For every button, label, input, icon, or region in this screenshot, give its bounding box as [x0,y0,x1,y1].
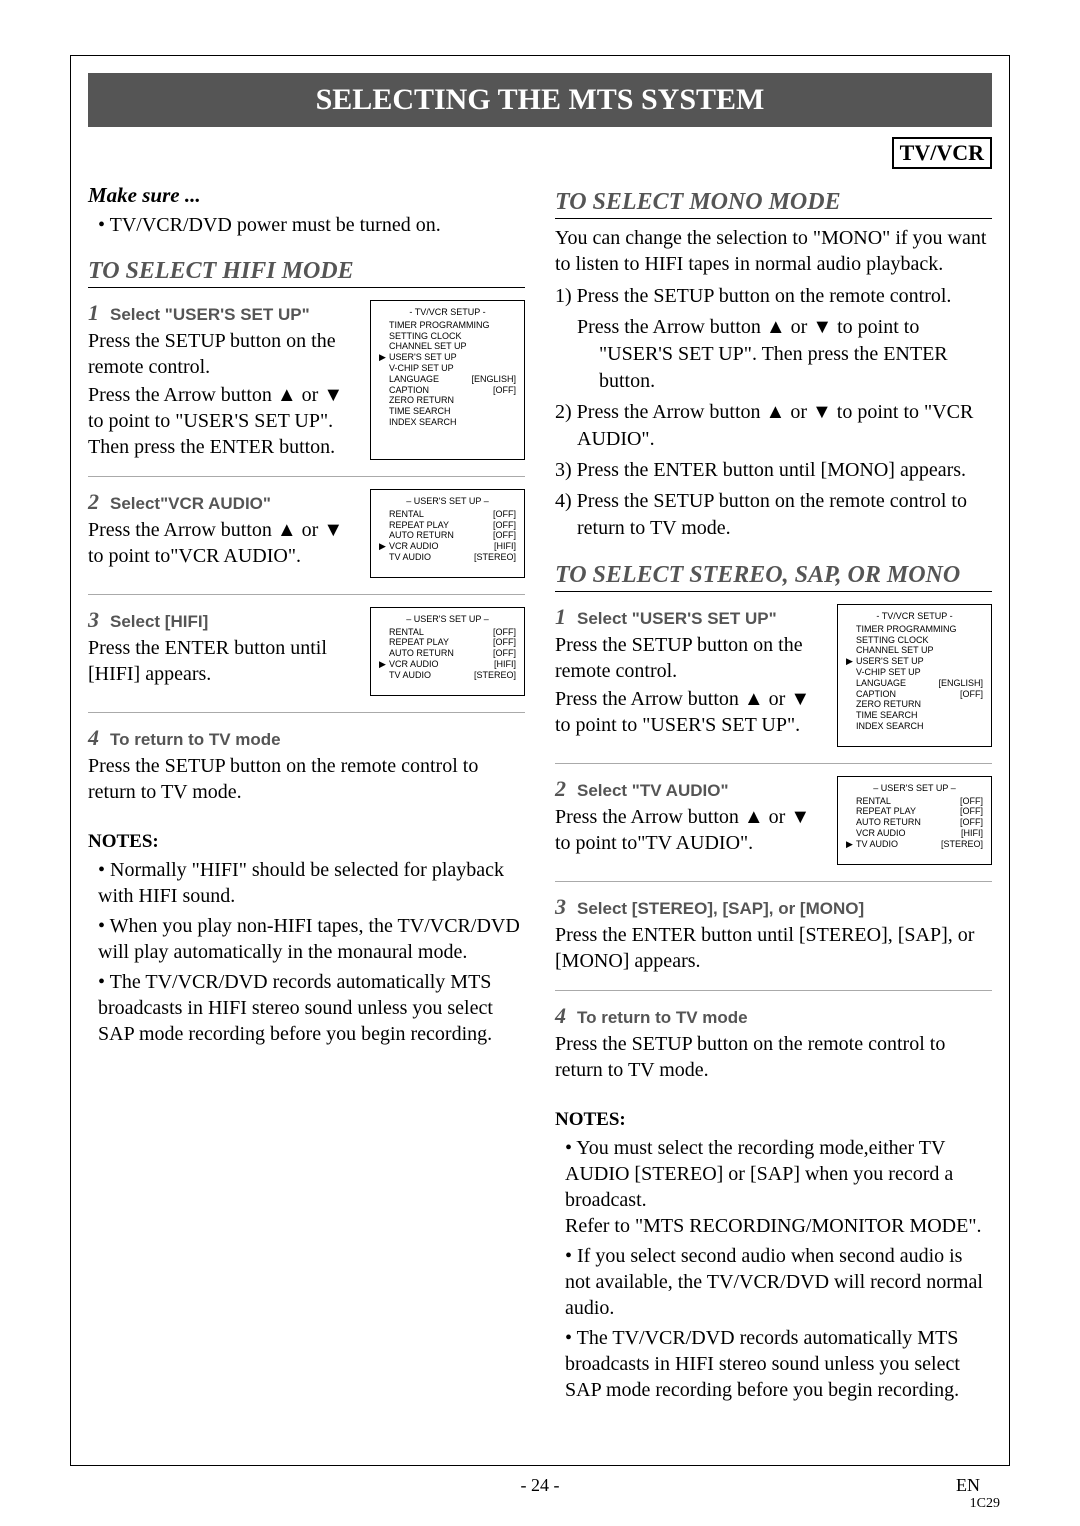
stereo-notes: You must select the recording mode,eithe… [565,1135,992,1403]
list-item: You must select the recording mode,eithe… [565,1135,992,1239]
osd-users-setup: – USER'S SET UP –RENTAL[OFF]REPEAT PLAY[… [837,776,992,865]
notes-heading: NOTES: [555,1109,992,1131]
step-number: 1 [88,300,106,326]
list-item: 3) Press the ENTER button until [MONO] a… [555,457,992,484]
step-number: 2 [88,489,106,515]
tvvcr-badge: TV/VCR [892,137,992,169]
step-label: Select "USER'S SET UP" [110,305,310,324]
step-label: Select [STEREO], [SAP], or [MONO] [577,899,864,918]
stereo-step2: 2 Select "TV AUDIO" Press the Arrow butt… [555,770,992,882]
list-item: Press the Arrow button ▲ or ▼ to point t… [577,314,992,395]
notes-heading: NOTES: [88,831,525,853]
stereo-step3: 3 Select [STEREO], [SAP], or [MONO] Pres… [555,888,992,991]
step-body: Press the Arrow button ▲ or ▼ to point t… [555,686,825,738]
step-number: 1 [555,604,573,630]
mono-intro: You can change the selection to "MONO" i… [555,225,992,277]
right-column: TO SELECT MONO MODE You can change the s… [555,169,992,1407]
step-label: Select "USER'S SET UP" [577,609,777,628]
stereo-step4: 4 To return to TV mode Press the SETUP b… [555,997,992,1099]
list-item: The TV/VCR/DVD records automatically MTS… [98,969,525,1047]
hifi-notes: Normally "HIFI" should be selected for p… [98,857,525,1047]
osd-users-setup: – USER'S SET UP –RENTAL[OFF]REPEAT PLAY[… [370,607,525,696]
step-label: Select "TV AUDIO" [577,781,729,800]
footer-lang: EN [956,1475,980,1496]
step-number: 3 [88,607,106,633]
mono-steps: 1) Press the SETUP button on the remote … [555,283,992,542]
hifi-step4: 4 To return to TV mode Press the SETUP b… [88,719,525,821]
hifi-step3: 3 Select [HIFI] Press the ENTER button u… [88,601,525,713]
step-label: Select"VCR AUDIO" [110,494,271,513]
content-columns: Make sure ... TV/VCR/DVD power must be t… [70,169,1010,1425]
step-body: Press the SETUP button on the remote con… [88,328,358,380]
step-label: To return to TV mode [110,730,281,749]
osd-tvvcr-setup: - TV/VCR SETUP -TIMER PROGRAMMINGSETTING… [370,300,525,460]
hifi-step1: 1 Select "USER'S SET UP" Press the SETUP… [88,294,525,477]
step-body: Press the SETUP button on the remote con… [555,1031,992,1083]
osd-users-setup: – USER'S SET UP –RENTAL[OFF]REPEAT PLAY[… [370,489,525,578]
step-label: Select [HIFI] [110,612,208,631]
list-item: If you select second audio when second a… [565,1243,992,1321]
page-number: - 24 - [0,1475,1080,1496]
step-body: Press the ENTER button until [HIFI] appe… [88,635,358,687]
list-item: When you play non-HIFI tapes, the TV/VCR… [98,913,525,965]
footer-code: 1C29 [970,1496,1000,1512]
step-body: Press the Arrow button ▲ or ▼ to point t… [88,382,358,460]
step-number: 2 [555,776,573,802]
step-number: 4 [555,1003,573,1029]
step-number: 4 [88,725,106,751]
makesure-heading: Make sure ... [88,183,525,208]
step-label: To return to TV mode [577,1008,748,1027]
step-body: Press the ENTER button until [STEREO], [… [555,922,992,974]
mono-title: TO SELECT MONO MODE [555,189,992,219]
hifi-title: TO SELECT HIFI MODE [88,258,525,288]
makesure-list: TV/VCR/DVD power must be turned on. [98,212,525,238]
step-body: Press the Arrow button ▲ or ▼ to point t… [88,517,358,569]
osd-tvvcr-setup: - TV/VCR SETUP -TIMER PROGRAMMINGSETTING… [837,604,992,747]
step-body: Press the SETUP button on the remote con… [88,753,525,805]
list-item: The TV/VCR/DVD records automatically MTS… [565,1325,992,1403]
step-number: 3 [555,894,573,920]
list-item: 2) Press the Arrow button ▲ or ▼ to poin… [555,399,992,453]
stereo-step1: 1 Select "USER'S SET UP" Press the SETUP… [555,598,992,764]
list-item: 1) Press the SETUP button on the remote … [555,283,992,310]
hifi-step2: 2 Select"VCR AUDIO" Press the Arrow butt… [88,483,525,595]
list-item: 4) Press the SETUP button on the remote … [555,488,992,542]
page-title: SELECTING THE MTS SYSTEM [88,73,992,127]
list-item: TV/VCR/DVD power must be turned on. [98,212,525,238]
step-body: Press the SETUP button on the remote con… [555,632,825,684]
stereo-title: TO SELECT STEREO, SAP, OR MONO [555,562,992,592]
list-item: Normally "HIFI" should be selected for p… [98,857,525,909]
left-column: Make sure ... TV/VCR/DVD power must be t… [88,169,525,1407]
step-body: Press the Arrow button ▲ or ▼ to point t… [555,804,825,856]
